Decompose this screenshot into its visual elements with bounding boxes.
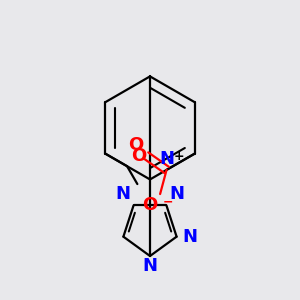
Text: N: N <box>142 257 158 275</box>
Text: O: O <box>128 136 143 154</box>
Text: +: + <box>174 149 184 163</box>
Text: N: N <box>159 150 174 168</box>
Text: O: O <box>142 196 157 214</box>
Text: O: O <box>131 147 147 165</box>
Text: −: − <box>163 196 173 208</box>
Text: N: N <box>169 185 184 203</box>
Text: N: N <box>182 228 197 246</box>
Text: N: N <box>116 185 130 203</box>
